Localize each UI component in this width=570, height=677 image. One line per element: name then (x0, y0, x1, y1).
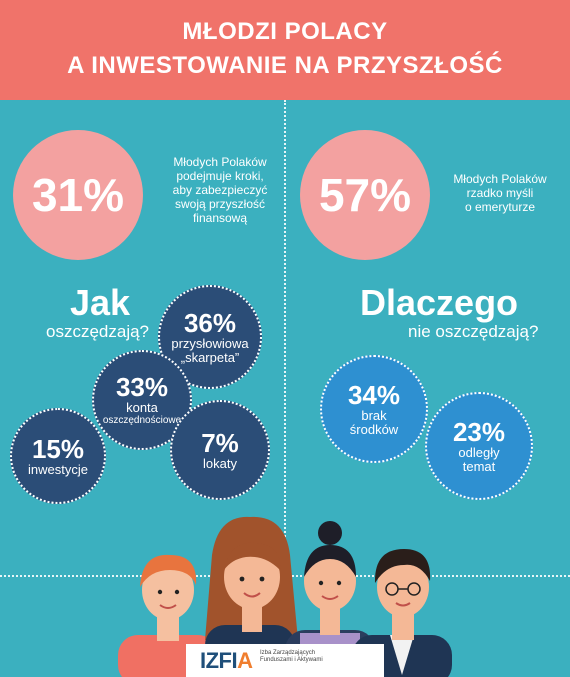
section-subtitle-right: nie oszczędzają? (408, 322, 539, 341)
bubble-label: odległy (458, 445, 500, 460)
logo-subtitle-line: Funduszami i Aktywami (260, 657, 323, 663)
bubble-label: inwestycje (28, 462, 88, 477)
bubble-value: 7% (201, 428, 239, 458)
bubble-label: konta (126, 400, 158, 415)
stat-text-right-line: rzadko myśli (466, 186, 534, 200)
bubble-konta: 33% konta oszczędnościowe (92, 350, 192, 450)
logo-box: IZFIA Izba Zarządzających Funduszami i A… (186, 644, 384, 677)
stat-text-left-line: podejmuje kroki, (176, 169, 264, 183)
bubble-value: 23% (452, 417, 506, 447)
bubble-value: 33% (115, 372, 169, 402)
stat-text-right-line: Młodych Polaków (453, 172, 547, 186)
bubble-skarpeta: 36% przysłowiowa „skarpeta” (158, 285, 262, 389)
bubble-label: przysłowiowa (171, 336, 249, 351)
stat-circle-right: 57% (300, 130, 430, 260)
section-title-right: Dlaczego (360, 282, 519, 323)
bubble-label: środków (349, 422, 399, 437)
bubble-label: oszczędnościowe (102, 415, 182, 426)
bubble-label: temat (462, 459, 496, 474)
bubble-brak-srodkow: 34% brak środków (320, 355, 428, 463)
bubble-odlegly-temat: 23% odległy temat (425, 392, 533, 500)
bubble-value: 36% (183, 308, 237, 338)
logo-text: IZFI (200, 648, 238, 673)
stat-text-left-line: aby zabezpieczyć (172, 183, 268, 197)
stat-text-right-line: o emeryturze (464, 200, 536, 214)
logo-subtitle: Izba Zarządzających Funduszami i Aktywam… (260, 650, 323, 664)
bubble-label: lokaty (203, 456, 237, 471)
logo-subtitle-line: Izba Zarządzających (260, 650, 316, 656)
bubble-lokaty: 7% lokaty (170, 400, 270, 500)
title-line-1: MŁODZI POLACY (182, 18, 388, 45)
vertical-divider (284, 100, 286, 580)
bubble-label: „skarpeta” (180, 350, 240, 365)
bubble-inwestycje: 15% inwestycje (10, 408, 106, 504)
stat-text-left-line: swoją przyszłość (174, 197, 266, 211)
stat-text-left-line: finansową (192, 211, 248, 225)
logo-accent: A (237, 648, 253, 673)
bubble-value: 15% (31, 434, 85, 464)
section-subtitle-left: oszczędzają? (46, 322, 150, 341)
stat-text-right: Młodych Polaków rzadko myśli o emeryturz… (440, 172, 560, 214)
header-banner: MŁODZI POLACY A INWESTOWANIE NA PRZYSZŁO… (0, 0, 570, 100)
stat-text-left: Młodych Polaków podejmuje kroki, aby zab… (150, 155, 290, 225)
title-line-2: A INWESTOWANIE NA PRZYSZŁOŚĆ (67, 52, 503, 79)
stat-circle-left: 31% (13, 130, 143, 260)
section-title-left: Jak (70, 282, 131, 323)
bubble-label: brak (361, 408, 387, 423)
izfia-logo: IZFIA (200, 648, 253, 674)
bubble-value: 34% (347, 380, 401, 410)
stat-text-left-line: Młodych Polaków (173, 155, 267, 169)
